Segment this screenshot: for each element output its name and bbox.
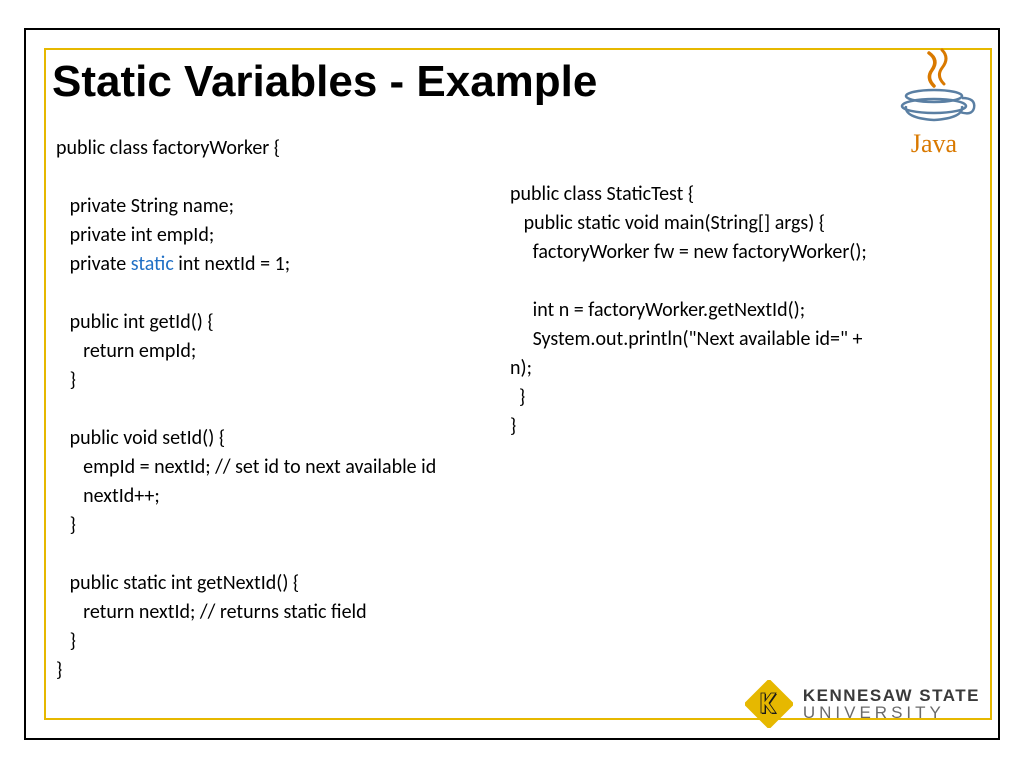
ksu-logo: KENNESAW STATE UNIVERSITY	[745, 680, 980, 728]
ksu-name-line2: UNIVERSITY	[803, 704, 980, 721]
ksu-mark-icon	[745, 680, 793, 728]
java-logo: Java	[884, 48, 984, 159]
slide-title: Static Variables - Example	[52, 58, 597, 106]
code-block-left: public class factoryWorker { private Str…	[56, 134, 436, 685]
java-cup-icon	[884, 48, 984, 128]
code-block-right: public class StaticTest { public static …	[510, 180, 867, 441]
ksu-name-line1: KENNESAW STATE	[803, 687, 980, 704]
java-logo-text: Java	[884, 129, 984, 159]
